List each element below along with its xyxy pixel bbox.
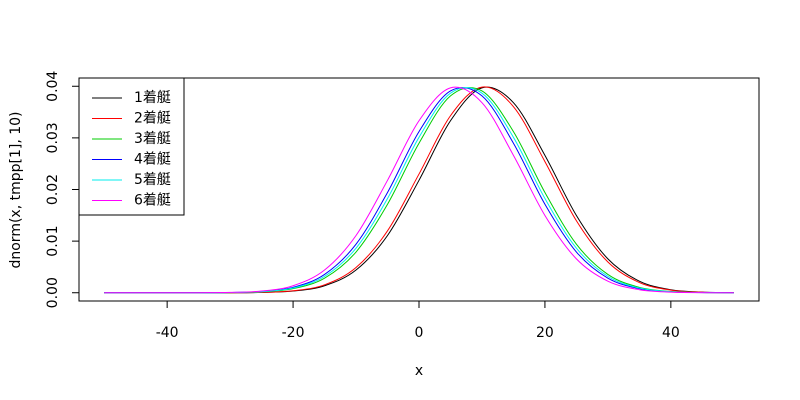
legend: 1着艇 2着艇 3着艇 4着艇 5着艇 6着艇 — [78, 77, 185, 216]
y-tick-label: 0.01 — [45, 226, 61, 257]
y-tick-label: 0.03 — [45, 122, 61, 153]
series-line — [104, 87, 734, 294]
y-tick-label: 0.02 — [45, 174, 61, 205]
x-tick-label: 20 — [536, 325, 554, 341]
legend-label: 6着艇 — [134, 193, 171, 209]
y-axis-title: dnorm(x, tmpp[1], 10) — [8, 111, 24, 268]
legend-label: 3着艇 — [134, 131, 171, 147]
legend-label: 4着艇 — [134, 152, 171, 168]
legend-box — [78, 77, 185, 216]
series-line — [104, 86, 734, 294]
series-line — [104, 87, 734, 294]
x-tick-label: -20 — [282, 325, 305, 341]
x-tick-label: 0 — [415, 325, 424, 341]
legend-label: 1着艇 — [134, 90, 171, 106]
y-tick-label: 0.04 — [45, 71, 61, 102]
x-tick-label: 40 — [662, 325, 680, 341]
legend-label: 2着艇 — [134, 111, 171, 127]
series-line — [104, 87, 734, 294]
x-axis-title: x — [415, 363, 423, 379]
y-tick-label: 0.00 — [45, 277, 61, 308]
legend-label: 5着艇 — [134, 172, 171, 188]
series-line — [104, 86, 734, 294]
series-line — [104, 86, 734, 294]
x-tick-label: -40 — [156, 325, 179, 341]
